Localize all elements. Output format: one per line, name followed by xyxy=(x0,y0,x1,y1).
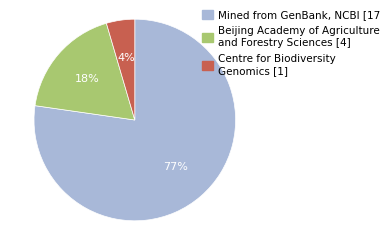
Wedge shape xyxy=(106,19,135,120)
Text: 77%: 77% xyxy=(163,162,188,172)
Wedge shape xyxy=(35,23,135,120)
Legend: Mined from GenBank, NCBI [17], Beijing Academy of Agriculture
and Forestry Scien: Mined from GenBank, NCBI [17], Beijing A… xyxy=(203,10,380,76)
Wedge shape xyxy=(34,19,236,221)
Text: 18%: 18% xyxy=(75,74,100,84)
Text: 4%: 4% xyxy=(117,53,135,63)
